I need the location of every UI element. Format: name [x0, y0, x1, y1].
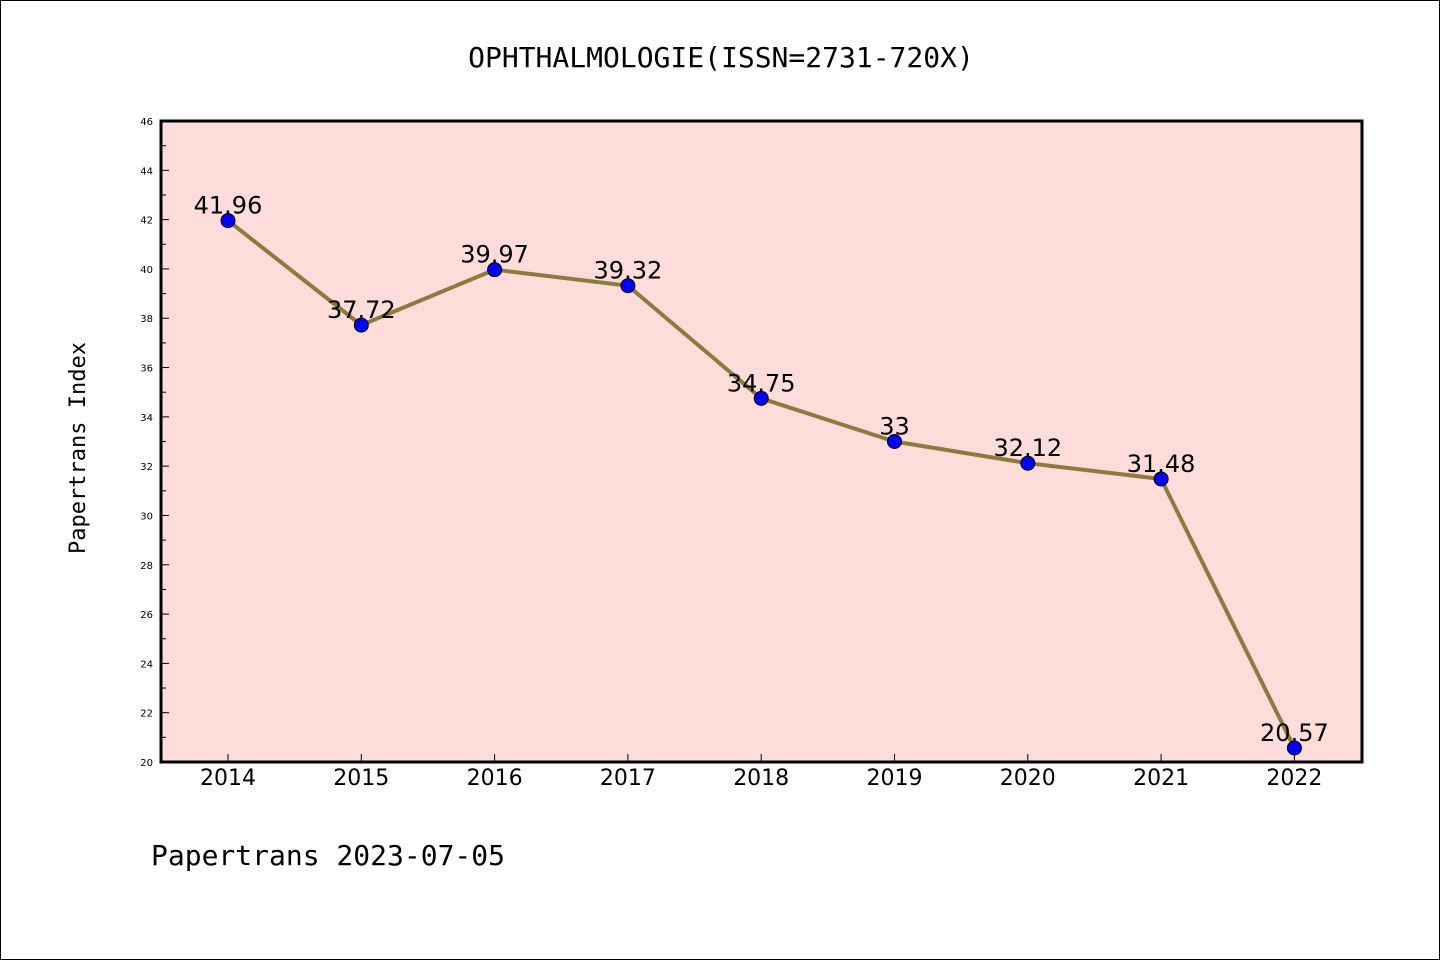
y-tick-label: 22 — [140, 709, 153, 720]
y-tick-label: 46 — [140, 117, 153, 128]
data-labels: 41.96 37.72 39.97 39.32 34.75 33 32.12 31.48 20.… — [194, 192, 1329, 747]
data-label: 20.57 — [1260, 719, 1329, 747]
data-point-marker — [487, 262, 503, 278]
y-tick-label: 32 — [140, 462, 153, 473]
x-tick-label: 2016 — [467, 766, 523, 791]
data-label: 41.96 — [194, 192, 263, 220]
y-tick-label: 42 — [140, 216, 153, 227]
y-tick-label: 34 — [140, 413, 153, 424]
data-label: 31.48 — [1127, 450, 1196, 478]
y-tick-label: 36 — [140, 364, 153, 375]
x-axis: 2014 2015 2016 2017 2018 2019 2020 2021 2022 — [200, 754, 1322, 791]
y-tick-label: 30 — [140, 511, 153, 522]
data-point-marker — [1153, 471, 1169, 487]
y-tick-label: 26 — [140, 610, 153, 621]
data-label: 39.32 — [594, 257, 663, 285]
data-point-marker — [1020, 455, 1036, 471]
data-point-marker — [620, 278, 636, 294]
data-point-marker — [887, 434, 902, 449]
data-label: 33 — [879, 413, 910, 441]
series-line-group — [220, 213, 1302, 756]
data-label: 34.75 — [727, 369, 796, 397]
x-tick-label: 2019 — [867, 766, 923, 791]
plot-area — [159, 119, 1364, 764]
x-tick-label: 2022 — [1266, 766, 1322, 791]
y-axis: 20 22 24 26 28 30 32 34 36 38 40 42 44 46 — [140, 117, 169, 769]
y-axis-label: Papertrans Index — [66, 342, 91, 554]
y-tick-label: 28 — [140, 561, 153, 572]
x-tick-label: 2015 — [333, 766, 389, 791]
x-tick-label: 2021 — [1133, 766, 1189, 791]
data-point-marker — [1286, 740, 1302, 756]
x-tick-label: 2020 — [1000, 766, 1056, 791]
y-tick-label: 44 — [140, 166, 153, 177]
data-point-marker — [753, 390, 769, 406]
y-tick-label: 38 — [140, 314, 153, 325]
y-tick-label: 40 — [140, 265, 153, 276]
data-label: 32.12 — [993, 434, 1062, 462]
chart-title: OPHTHALMOLOGIE(ISSN=2731-720X) — [468, 41, 974, 74]
x-tick-label: 2014 — [200, 766, 256, 791]
x-tick-label: 2018 — [733, 766, 789, 791]
data-point-marker — [353, 317, 369, 333]
x-tick-label: 2017 — [600, 766, 656, 791]
footer-text: Papertrans 2023-07-05 — [151, 839, 505, 872]
data-label: 37.72 — [327, 296, 396, 324]
y-tick-label: 24 — [140, 659, 153, 670]
data-point-marker — [220, 213, 236, 229]
y-tick-label: 20 — [140, 758, 153, 769]
data-label: 39.97 — [460, 241, 529, 269]
